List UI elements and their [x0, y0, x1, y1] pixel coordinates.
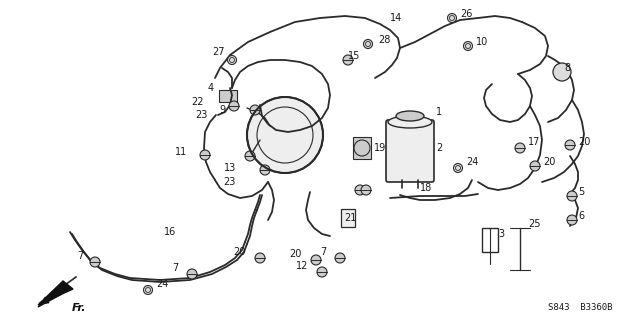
Circle shape	[567, 191, 577, 201]
Text: 23: 23	[196, 110, 208, 120]
Text: 18: 18	[420, 183, 432, 193]
Text: 25: 25	[528, 219, 541, 229]
Text: 27: 27	[212, 47, 225, 57]
Text: 23: 23	[223, 177, 236, 187]
Text: 21: 21	[344, 213, 356, 223]
Text: 7: 7	[320, 247, 326, 257]
Text: 28: 28	[378, 35, 390, 45]
Circle shape	[229, 101, 239, 111]
Text: 4: 4	[208, 83, 214, 93]
Ellipse shape	[396, 111, 424, 121]
Circle shape	[255, 253, 265, 263]
Bar	[353, 137, 371, 159]
Text: 20: 20	[234, 247, 246, 257]
Text: Fr.: Fr.	[72, 303, 86, 313]
FancyBboxPatch shape	[386, 120, 434, 182]
Circle shape	[245, 151, 255, 161]
Circle shape	[515, 143, 525, 153]
Text: 7: 7	[172, 263, 178, 273]
Circle shape	[463, 41, 472, 50]
Text: 16: 16	[164, 227, 176, 237]
Circle shape	[364, 40, 372, 48]
Circle shape	[447, 13, 456, 23]
Circle shape	[317, 267, 327, 277]
Text: 14: 14	[390, 13, 403, 23]
Circle shape	[361, 185, 371, 195]
Circle shape	[143, 286, 152, 294]
Circle shape	[250, 105, 260, 115]
Polygon shape	[38, 281, 73, 305]
Circle shape	[227, 56, 237, 64]
Text: 17: 17	[528, 137, 540, 147]
Text: 24: 24	[466, 157, 478, 167]
Text: 5: 5	[578, 187, 584, 197]
Circle shape	[565, 140, 575, 150]
Text: 8: 8	[564, 63, 570, 73]
Text: 10: 10	[476, 37, 488, 47]
Circle shape	[530, 161, 540, 171]
Circle shape	[567, 215, 577, 225]
Bar	[219, 90, 237, 102]
Circle shape	[343, 55, 353, 65]
Circle shape	[335, 253, 345, 263]
Text: 22: 22	[191, 97, 204, 107]
Circle shape	[454, 164, 463, 173]
Text: 1: 1	[436, 107, 442, 117]
Text: 15: 15	[348, 51, 360, 61]
Text: 9: 9	[220, 105, 226, 115]
Text: 20: 20	[543, 157, 556, 167]
Bar	[341, 209, 355, 227]
Circle shape	[187, 269, 197, 279]
Circle shape	[354, 140, 370, 156]
Circle shape	[553, 63, 571, 81]
Text: 26: 26	[460, 9, 472, 19]
Ellipse shape	[388, 116, 432, 128]
Circle shape	[260, 165, 270, 175]
Polygon shape	[38, 286, 64, 307]
Circle shape	[90, 257, 100, 267]
Text: 19: 19	[374, 143, 387, 153]
Text: 20: 20	[578, 137, 590, 147]
Text: S843  B3360B: S843 B3360B	[547, 303, 612, 313]
Circle shape	[355, 185, 365, 195]
Circle shape	[200, 150, 210, 160]
Text: 11: 11	[175, 147, 187, 157]
Text: 6: 6	[578, 211, 584, 221]
Text: 2: 2	[436, 143, 442, 153]
Text: 3: 3	[498, 229, 504, 239]
Text: 13: 13	[224, 163, 236, 173]
Text: 7: 7	[77, 251, 83, 261]
Circle shape	[311, 255, 321, 265]
Bar	[482, 228, 498, 252]
Text: 20: 20	[290, 249, 302, 259]
Text: 24: 24	[156, 279, 168, 289]
Text: 12: 12	[296, 261, 308, 271]
Circle shape	[247, 97, 323, 173]
